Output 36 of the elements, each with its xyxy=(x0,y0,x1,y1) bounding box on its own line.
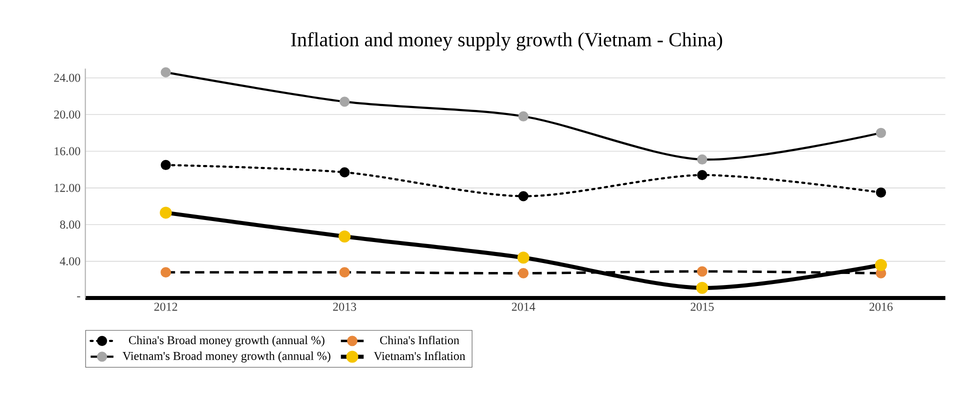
x-tick-label: 2014 xyxy=(512,302,536,311)
point xyxy=(160,267,171,278)
point xyxy=(874,258,887,271)
point xyxy=(518,268,529,278)
y-tick-label: - xyxy=(77,296,80,298)
point xyxy=(160,67,171,78)
legend-label: Vietnam's Broad money growth (annual %) xyxy=(122,352,330,362)
point xyxy=(517,252,530,264)
y-tick-label: 4.00 xyxy=(60,257,80,266)
point xyxy=(160,206,172,219)
x-tick-label: 2015 xyxy=(690,302,714,311)
point xyxy=(876,128,886,138)
y-tick-label: 16.00 xyxy=(54,147,80,156)
point xyxy=(340,167,350,178)
point xyxy=(518,191,528,202)
point xyxy=(696,266,708,277)
x-tick-label: 2013 xyxy=(333,302,356,311)
point xyxy=(696,282,708,294)
point xyxy=(697,170,708,180)
point xyxy=(338,230,351,243)
point xyxy=(339,267,350,278)
y-tick-label: 24.00 xyxy=(54,74,80,82)
x-tick-label: 2012 xyxy=(154,302,178,311)
y-tick-label: 20.00 xyxy=(54,110,80,119)
point xyxy=(160,160,171,170)
chart-title: Inflation and money supply growth (Vietnam - China) xyxy=(291,32,722,51)
point xyxy=(876,187,886,198)
legend-label: China's Inflation xyxy=(380,336,460,344)
legend-label: Vietnam's Inflation xyxy=(374,351,466,360)
point xyxy=(518,111,528,122)
legend-label: China's Broad money growth (annual %) xyxy=(128,336,324,347)
y-tick-label: 12.00 xyxy=(54,184,80,192)
x-tick-label: 2016 xyxy=(870,302,893,311)
y-tick-label: 8.00 xyxy=(60,220,80,229)
point xyxy=(340,96,350,107)
point xyxy=(697,154,708,165)
